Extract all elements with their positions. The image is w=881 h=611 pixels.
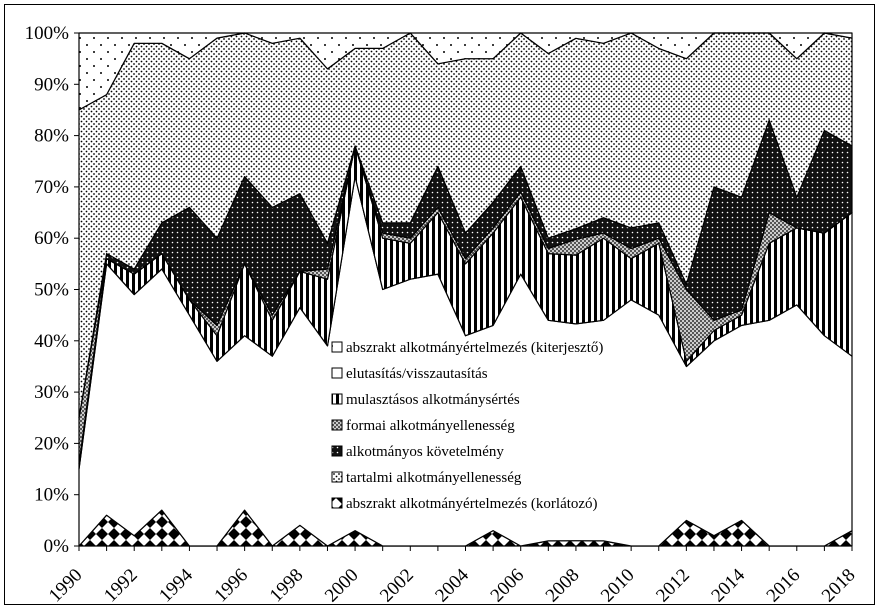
y-tick-label: 90% bbox=[34, 74, 69, 95]
y-tick-label: 40% bbox=[34, 331, 69, 352]
series-areas bbox=[78, 32, 853, 547]
y-tick-label: 30% bbox=[34, 382, 69, 403]
legend-swatch bbox=[331, 341, 343, 353]
x-tick-label: 2018 bbox=[818, 565, 860, 607]
y-tick-label: 0% bbox=[44, 536, 70, 557]
x-tick-label: 1994 bbox=[155, 564, 197, 606]
x-tick-label: 2008 bbox=[542, 565, 584, 607]
y-tick-label: 60% bbox=[34, 228, 69, 249]
area-series-6 bbox=[78, 32, 853, 111]
chart-frame bbox=[4, 4, 875, 605]
x-tick-label: 2000 bbox=[321, 565, 363, 607]
legend-label: abszrakt alkotmányértelmezés (kiterjeszt… bbox=[346, 340, 603, 356]
x-tick-label: 2002 bbox=[376, 565, 418, 607]
legend-swatch bbox=[331, 445, 343, 457]
y-tick-label: 80% bbox=[34, 126, 69, 147]
y-tick-label: 20% bbox=[34, 433, 69, 454]
legend-label: alkotmányos követelmény bbox=[346, 444, 504, 460]
legend-swatch bbox=[331, 419, 343, 431]
legend-label: mulasztásos alkotmánysértés bbox=[346, 392, 520, 408]
legend-swatch bbox=[331, 367, 343, 379]
x-tick-label: 2010 bbox=[597, 565, 639, 607]
legend-label: formai alkotmányellenesség bbox=[346, 418, 515, 434]
x-tick-label: 2004 bbox=[431, 564, 473, 606]
y-tick-label: 100% bbox=[25, 23, 70, 44]
legend: abszrakt alkotmányértelmezés (kiterjeszt… bbox=[331, 340, 603, 512]
x-tick-label: 2012 bbox=[652, 565, 694, 607]
legend-label: tartalmi alkotmányellenesség bbox=[346, 470, 522, 486]
legend-swatch bbox=[331, 471, 343, 483]
legend-swatch bbox=[331, 393, 343, 405]
legend-label: elutasítás/visszautasítás bbox=[346, 366, 488, 382]
x-tick-label: 1996 bbox=[210, 565, 252, 607]
x-tick-label: 1990 bbox=[45, 565, 87, 607]
x-tick-label: 1998 bbox=[266, 565, 308, 607]
x-tick-label: 2016 bbox=[763, 565, 805, 607]
x-tick-label: 2006 bbox=[487, 565, 529, 607]
y-tick-label: 10% bbox=[34, 485, 69, 506]
x-tick-label: 2014 bbox=[707, 564, 749, 606]
legend-swatch bbox=[331, 497, 343, 509]
y-tick-label: 70% bbox=[34, 177, 69, 198]
x-tick-label: 1992 bbox=[100, 565, 142, 607]
legend-label: abszrakt alkotmányértelmezés (korlátozó) bbox=[346, 496, 598, 512]
y-tick-label: 50% bbox=[34, 280, 69, 301]
